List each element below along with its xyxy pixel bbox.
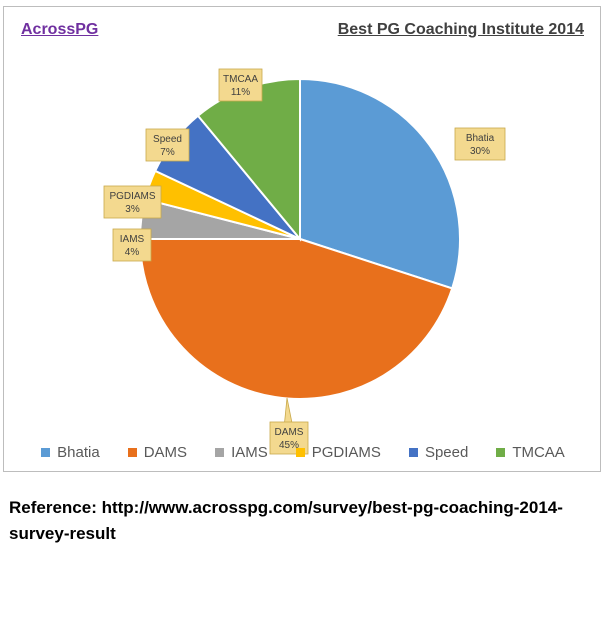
- legend-swatch: [215, 448, 225, 457]
- legend-item-pgdiams: PGDIAMS: [295, 444, 381, 461]
- chart-title: Best PG Coaching Institute 2014: [337, 21, 584, 38]
- data-label-pgdiams: PGDIAMS 3%: [103, 185, 162, 219]
- legend-label: Speed: [424, 444, 469, 461]
- legend-label: PGDIAMS: [311, 444, 381, 461]
- legend-item-speed: Speed: [408, 444, 469, 461]
- legend-label: DAMS: [143, 444, 188, 461]
- data-label-speed: Speed 7%: [145, 128, 190, 162]
- data-label-value: 11%: [231, 87, 250, 98]
- legend-item-tmcaa: TMCAA: [496, 444, 565, 461]
- data-label-category: Speed: [153, 134, 182, 145]
- data-label-category: DAMS: [275, 427, 304, 438]
- legend-item-bhatia: Bhatia: [41, 444, 100, 461]
- data-label-iams: IAMS 4%: [112, 228, 152, 262]
- legend-label: Bhatia: [57, 444, 100, 461]
- data-label-value: 4%: [125, 247, 140, 258]
- legend-swatch: [295, 448, 305, 457]
- reference-text: Reference: http://www.acrosspg.com/surve…: [9, 498, 563, 543]
- data-label-value: 45%: [279, 440, 299, 451]
- chart-frame: AcrossPG Best PG Coaching Institute 2014…: [3, 6, 601, 472]
- legend-label: TMCAA: [512, 444, 565, 461]
- legend-swatch: [127, 448, 137, 457]
- chart-legend: Bhatia DAMS IAMS PGDIAMS Speed TMCAA: [4, 444, 602, 461]
- data-label-category: IAMS: [120, 234, 145, 245]
- legend-swatch: [496, 448, 506, 457]
- pie-slice-bhatia[interactable]: [299, 77, 461, 290]
- legend-item-iams: IAMS: [215, 444, 268, 461]
- data-label-category: PGDIAMS: [109, 191, 155, 202]
- data-label-category: Bhatia: [466, 133, 495, 144]
- data-label-category: TMCAA: [223, 74, 258, 85]
- data-label-bhatia: Bhatia 30%: [454, 127, 506, 161]
- pie-chart: Bhatia 30% DAMS 45% IAMS 4% PGDIAMS 3% Speed 7% TM…: [103, 68, 506, 455]
- data-label-tmcaa: TMCAA 11%: [218, 68, 263, 102]
- legend-swatch: [408, 448, 418, 457]
- legend-label: IAMS: [231, 444, 268, 461]
- data-label-value: 7%: [160, 147, 175, 158]
- pie-slice-dams[interactable]: [138, 238, 454, 400]
- data-label-value: 3%: [125, 204, 140, 215]
- legend-item-dams: DAMS: [127, 444, 188, 461]
- brand-logo-text[interactable]: AcrossPG: [21, 21, 99, 38]
- legend-swatch: [41, 448, 51, 457]
- data-label-value: 30%: [470, 146, 490, 157]
